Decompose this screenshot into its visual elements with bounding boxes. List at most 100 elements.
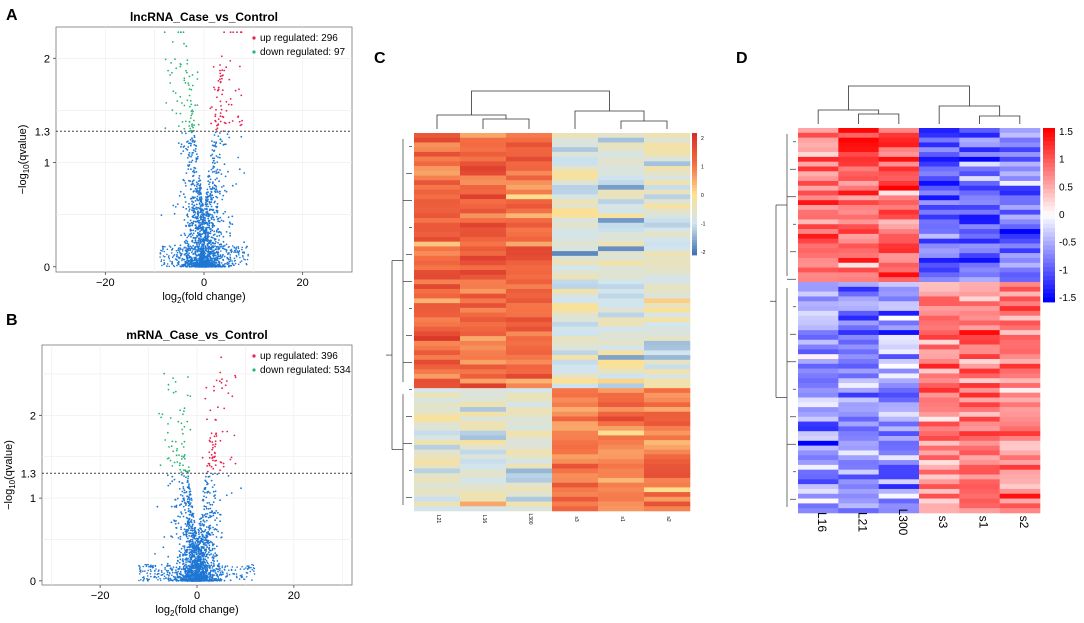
data-point (222, 462, 225, 465)
heatmap-cell (798, 368, 839, 374)
heatmap-cell (878, 383, 920, 389)
data-point (213, 569, 216, 571)
data-point (164, 246, 166, 248)
data-point (217, 264, 220, 267)
data-point (176, 203, 179, 206)
heatmap-cell (999, 387, 1041, 393)
data-point (146, 577, 148, 580)
data-point (231, 245, 234, 247)
heatmap-cell (460, 383, 507, 389)
data-point (208, 183, 210, 186)
heatmap-cell (598, 241, 645, 247)
heatmap-cell (838, 392, 879, 398)
data-point (216, 161, 219, 164)
data-point (187, 146, 190, 148)
data-point (157, 576, 160, 578)
data-point (197, 241, 200, 244)
heatmap-cell (919, 291, 960, 297)
heatmap-cell (878, 488, 920, 495)
heatmap-cell (414, 236, 461, 242)
data-point (185, 207, 188, 210)
data-point (222, 465, 225, 468)
data-point (233, 251, 235, 253)
heatmap-cell (798, 431, 839, 437)
heatmap-cell (644, 444, 691, 450)
data-point (211, 226, 214, 229)
data-point (235, 246, 238, 249)
heatmap-cell (506, 355, 553, 361)
data-point (211, 573, 214, 576)
heatmap-cell (460, 246, 507, 252)
data-point (161, 264, 163, 267)
heatmap-cell (506, 156, 553, 162)
data-point (180, 471, 183, 474)
data-point (179, 265, 181, 268)
heatmap-cell (414, 199, 461, 205)
data-point (204, 245, 207, 248)
data-point (189, 571, 191, 573)
data-point (170, 521, 173, 524)
data-point (197, 182, 200, 185)
heatmap-cell (919, 248, 960, 254)
data-point (226, 261, 229, 264)
heatmap-cell (552, 425, 599, 431)
heatmap-cell (460, 402, 507, 408)
data-point (229, 249, 232, 252)
heatmap-cell (552, 378, 599, 384)
data-point (209, 511, 211, 514)
heatmap-cell (878, 200, 920, 206)
data-point (234, 374, 237, 377)
heatmap-cell (999, 291, 1041, 297)
heatmap-cell (414, 506, 461, 512)
heatmap-cell (878, 363, 920, 369)
heatmap-cell (552, 454, 599, 460)
data-point (217, 220, 220, 223)
heatmap-cell (919, 171, 960, 177)
data-point (205, 507, 208, 510)
heatmap-cell (798, 484, 839, 490)
data-point (147, 563, 149, 566)
data-point (195, 578, 198, 581)
data-point (147, 569, 149, 572)
data-point (217, 253, 219, 256)
data-point (187, 557, 189, 560)
data-point (219, 132, 221, 134)
data-point (200, 208, 202, 211)
data-point (147, 579, 149, 582)
heatmap-cell (414, 137, 461, 143)
data-point (216, 124, 218, 127)
heatmap-cell (999, 363, 1041, 369)
data-point (185, 45, 188, 48)
data-point (194, 576, 196, 579)
heatmap-cell (460, 284, 507, 290)
data-point (234, 376, 237, 379)
colorbar-segment (692, 233, 697, 238)
data-point (204, 561, 206, 564)
heatmap-cell (414, 241, 461, 247)
heatmap-cell (598, 449, 645, 455)
heatmap-cell (999, 176, 1041, 182)
heatmap-cell (999, 445, 1041, 451)
heatmap-cell (838, 253, 879, 259)
data-point (211, 567, 214, 569)
data-point (196, 157, 199, 160)
data-point (206, 540, 209, 543)
heatmap-cell (598, 411, 645, 417)
heatmap-cell (999, 195, 1041, 201)
data-point (212, 501, 215, 504)
data-point (193, 190, 196, 192)
y-tick-label: 0 (44, 262, 50, 274)
heatmap-cell (506, 359, 553, 365)
data-point (200, 197, 203, 200)
heatmap-cell (919, 479, 960, 485)
heatmap-cell (460, 506, 507, 512)
data-point (245, 262, 248, 265)
heatmap-cell (460, 265, 507, 271)
data-point (152, 565, 154, 567)
heatmap-cell (919, 142, 960, 148)
heatmap-cell (506, 336, 553, 342)
data-point (239, 256, 241, 259)
data-point (195, 256, 197, 259)
data-point (209, 265, 212, 268)
data-point (213, 134, 216, 136)
